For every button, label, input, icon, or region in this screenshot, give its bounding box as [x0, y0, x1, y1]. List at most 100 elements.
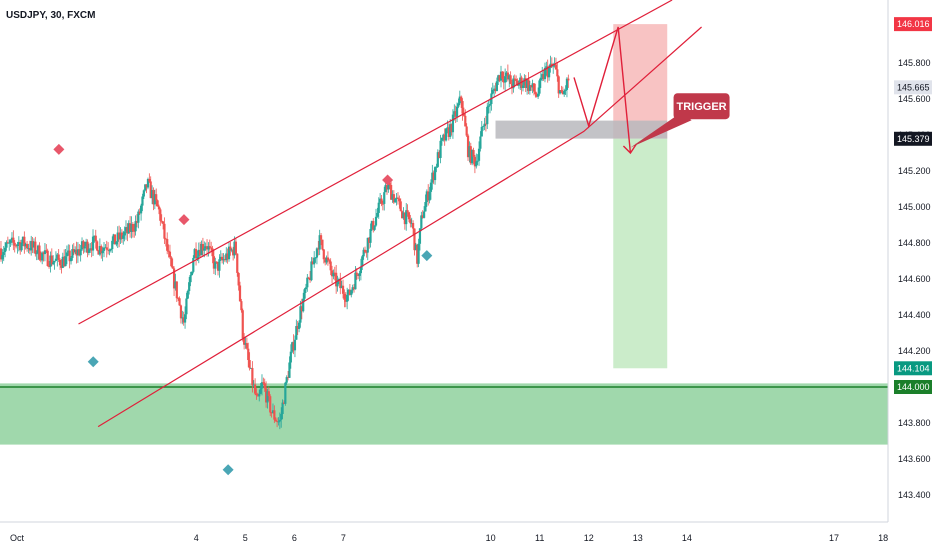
candle-body — [483, 123, 486, 127]
candle-body — [144, 184, 147, 191]
candle-body — [508, 75, 511, 80]
candle-body — [325, 257, 328, 263]
candle-body — [374, 216, 378, 226]
candle-body — [207, 246, 210, 250]
candle-body — [166, 239, 169, 251]
candle-body — [547, 67, 551, 78]
candle-body — [358, 273, 361, 276]
candle-body — [200, 243, 203, 256]
projection-arrowhead — [622, 143, 638, 155]
candle-body — [61, 256, 64, 268]
candle-body — [182, 317, 185, 323]
candle-body — [178, 298, 181, 306]
buy-signal-marker — [421, 250, 433, 262]
candle-body — [131, 224, 134, 232]
candle-body — [271, 410, 275, 413]
candle-body — [357, 274, 360, 276]
candle-body — [52, 262, 55, 265]
candle-body — [281, 402, 284, 415]
candle-body — [249, 368, 253, 369]
candle-body — [458, 96, 461, 104]
candle-body — [56, 254, 59, 259]
candle-body — [25, 243, 29, 249]
candle-body — [376, 212, 379, 217]
candle-body — [265, 388, 268, 403]
candle-body — [344, 299, 347, 302]
candle-body — [4, 247, 7, 253]
candle-body — [420, 215, 423, 229]
candle-body — [512, 78, 515, 89]
candle-body — [284, 382, 287, 404]
candle-body — [47, 266, 51, 267]
candle-body — [116, 232, 119, 242]
candle-body — [510, 83, 514, 89]
candle-body — [567, 78, 570, 81]
candle-body — [329, 261, 332, 271]
candle-body — [392, 194, 395, 203]
candle-body — [427, 191, 430, 201]
candle-body — [127, 223, 130, 234]
candle-body — [130, 224, 133, 232]
candle-body — [296, 326, 299, 329]
candle-body — [97, 250, 100, 255]
candle-body — [152, 190, 155, 205]
candle-body — [464, 115, 467, 127]
candle-body — [557, 76, 560, 94]
candle-body — [179, 305, 183, 319]
candle-body — [289, 351, 292, 363]
candle-body — [24, 243, 27, 247]
x-tick-label: 12 — [584, 533, 594, 543]
candle-body — [288, 362, 291, 378]
candle-body — [153, 194, 156, 205]
candles-layer — [0, 55, 570, 430]
candle-body — [218, 259, 221, 271]
candle-body — [377, 202, 380, 213]
candle-body — [225, 253, 228, 261]
candle-body — [439, 140, 442, 158]
candle-body — [155, 194, 158, 201]
candle-body — [388, 183, 391, 186]
candle-body — [292, 342, 295, 351]
candle-body — [521, 85, 525, 89]
candle-body — [193, 249, 196, 258]
trigger-pointer — [630, 112, 692, 148]
candle-body — [274, 419, 277, 422]
candle-body — [255, 393, 258, 396]
candle-body — [107, 249, 110, 251]
candle-body — [285, 377, 288, 383]
channel-upper-line — [78, 0, 673, 325]
candle-body — [45, 250, 48, 252]
candle-body — [538, 80, 541, 94]
candle-body — [372, 221, 375, 230]
candle-body — [79, 249, 82, 256]
candle-body — [455, 106, 459, 117]
candle-body — [530, 85, 533, 88]
candle-body — [6, 242, 9, 244]
candle-body — [536, 93, 540, 97]
price-label-bg — [894, 380, 932, 394]
candle-body — [83, 246, 86, 249]
candle-body — [82, 241, 85, 249]
candle-body — [433, 167, 437, 181]
candle-body — [21, 236, 25, 244]
candle-body — [286, 377, 290, 378]
candle-body — [28, 248, 31, 251]
candle-body — [410, 223, 413, 224]
candle-body — [122, 235, 125, 239]
candle-body — [244, 343, 247, 345]
candle-body — [148, 178, 151, 182]
candle-body — [302, 298, 305, 312]
candle-body — [531, 83, 534, 88]
candle-body — [211, 248, 214, 257]
candle-body — [163, 223, 166, 239]
candle-body — [282, 402, 286, 404]
y-tick-label: 143.800 — [898, 418, 931, 428]
candle-body — [406, 210, 409, 213]
candle-body — [560, 90, 563, 92]
candle-body — [468, 146, 471, 158]
candle-body — [523, 78, 526, 86]
candle-body — [556, 69, 559, 77]
candle-body — [89, 248, 92, 250]
y-tick-label: 144.600 — [898, 274, 931, 284]
